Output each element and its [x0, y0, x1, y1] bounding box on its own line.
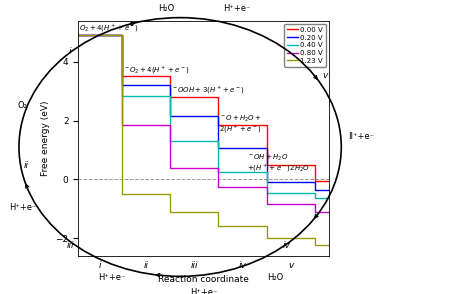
Text: iv: iv: [283, 241, 291, 250]
Text: H₂O: H₂O: [267, 273, 283, 282]
Text: $+(H^++e^-)2H_2O$: $+(H^++e^-)2H_2O$: [247, 163, 310, 174]
Text: $2(H^++e^-)$: $2(H^++e^-)$: [219, 123, 262, 135]
Text: II⁺+e⁻: II⁺+e⁻: [348, 132, 374, 141]
X-axis label: Reaction coordinate: Reaction coordinate: [158, 275, 249, 284]
Text: $^-OOH+3(H^++e^-)$: $^-OOH+3(H^++e^-)$: [171, 85, 245, 96]
Text: iii: iii: [66, 241, 74, 250]
Legend: 0.00 V, 0.20 V, 0.40 V, 0.80 V, 1.23 V: 0.00 V, 0.20 V, 0.40 V, 0.80 V, 1.23 V: [284, 24, 326, 66]
Text: i: i: [69, 47, 72, 56]
Text: H₂O: H₂O: [158, 4, 174, 13]
Text: H⁺+e⁻: H⁺+e⁻: [190, 288, 218, 294]
Text: H⁺+e⁻: H⁺+e⁻: [98, 273, 125, 282]
Text: $^-O+H_2O+$: $^-O+H_2O+$: [219, 114, 262, 124]
Text: ii: ii: [24, 161, 28, 170]
Text: v: v: [322, 71, 328, 80]
Text: $O_2+4(H^++e^-)$: $O_2+4(H^++e^-)$: [79, 23, 139, 34]
Text: $^-OH+H_2O$: $^-OH+H_2O$: [247, 153, 289, 163]
Text: O₂: O₂: [18, 101, 27, 110]
Text: $^-O_2+4(H^++e^-)$: $^-O_2+4(H^++e^-)$: [123, 65, 189, 76]
Text: H⁺+e⁻: H⁺+e⁻: [223, 4, 251, 13]
Y-axis label: Free energy (eV): Free energy (eV): [41, 101, 50, 176]
Text: H⁺+e⁻: H⁺+e⁻: [9, 203, 37, 212]
